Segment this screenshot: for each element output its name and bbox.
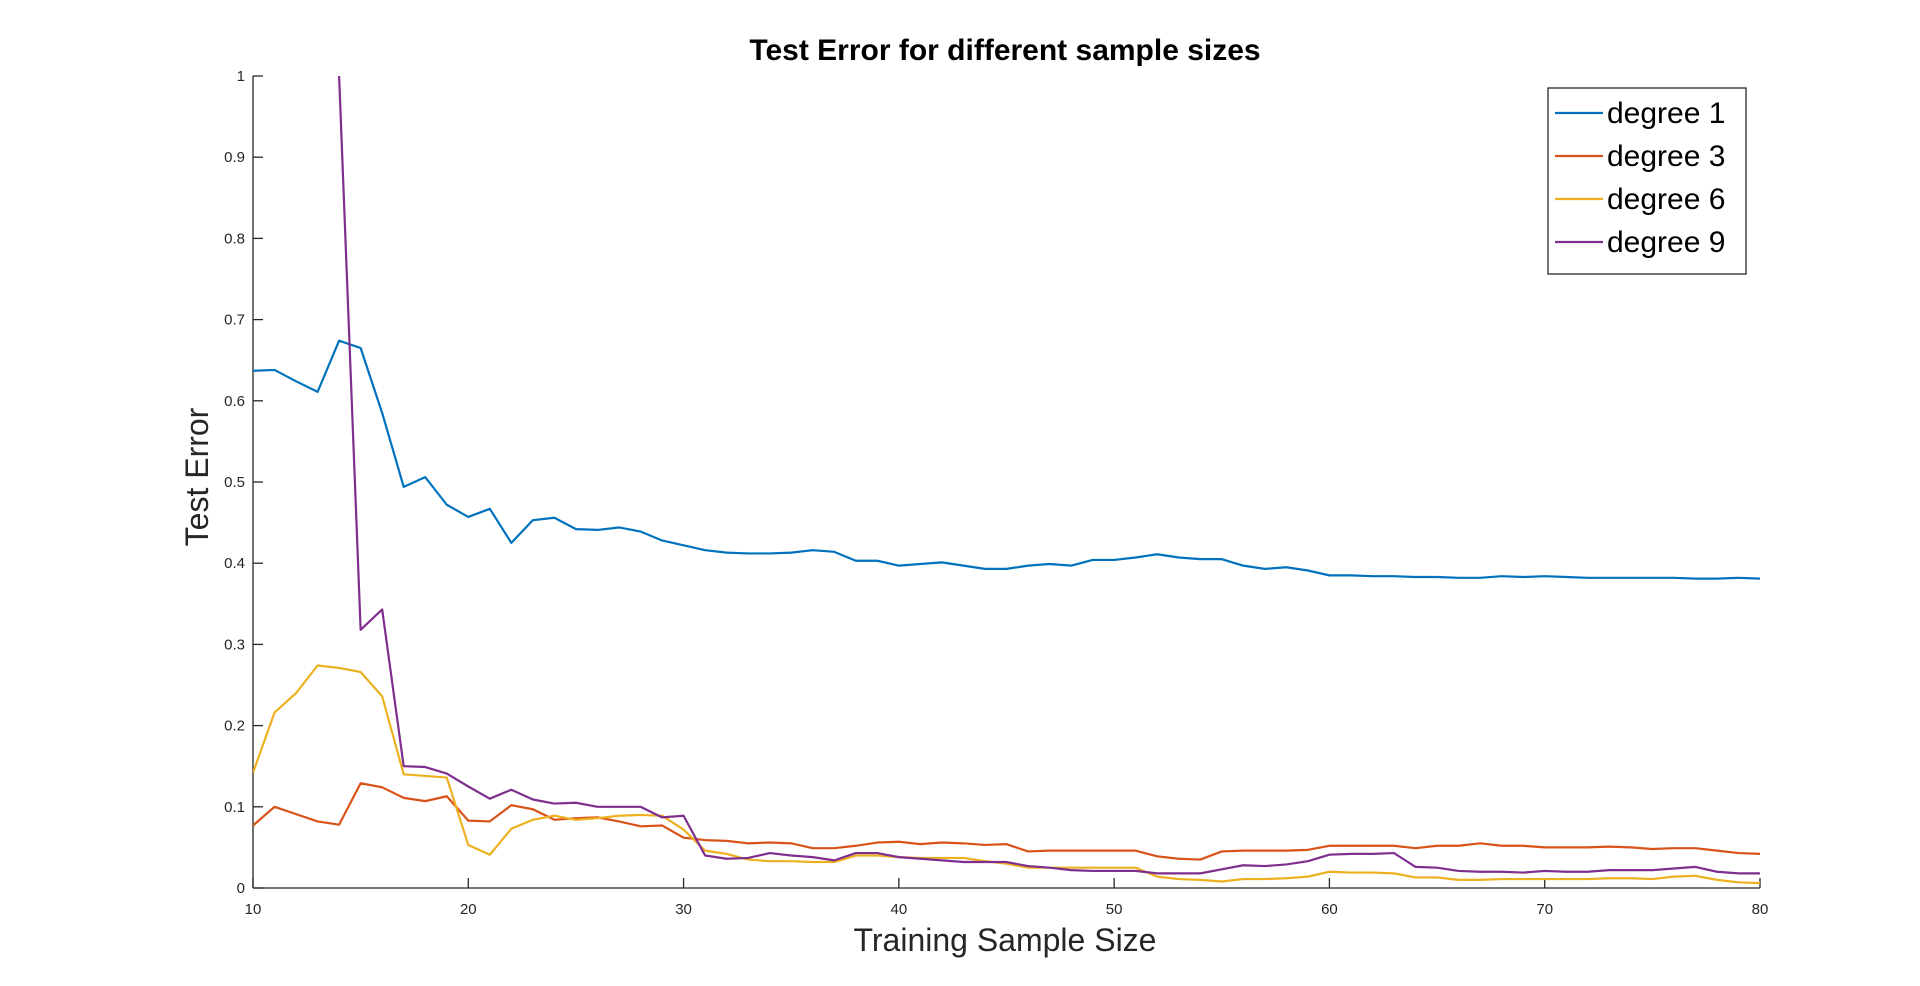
x-tick-label: 40 <box>891 901 908 918</box>
legend-box <box>1547 87 1747 275</box>
x-tick-label: 50 <box>1106 901 1123 918</box>
series-lines <box>253 76 1760 885</box>
y-tick-label: 0.8 <box>224 230 245 247</box>
y-tick-label: 0.7 <box>224 312 245 329</box>
x-tick-label: 30 <box>675 901 692 918</box>
y-tick-label: 0 <box>237 880 245 897</box>
axes: 10 20 30 40 50 60 70 80 0 0.1 0.2 0.3 0.4 0.5 0.6 0.7 0.… <box>224 68 1768 918</box>
y-tick-label: 0.6 <box>224 393 245 410</box>
y-tick-label: 0.5 <box>224 474 245 491</box>
y-tick-label: 0.4 <box>224 555 245 572</box>
legend: degree 1 degree 3 degree 6 degree 9 <box>1547 87 1747 275</box>
y-tick-label: 0.2 <box>224 718 245 735</box>
series-line-degree-6 <box>253 664 1760 885</box>
y-tick-label: 0.1 <box>224 799 245 816</box>
series-line-degree-1 <box>253 339 1760 580</box>
legend-entry-label: degree 6 <box>1607 183 1725 216</box>
x-axis-label: Training Sample Size <box>854 922 1157 958</box>
x-tick-label: 80 <box>1752 901 1769 918</box>
legend-entry-label: degree 1 <box>1607 97 1725 130</box>
y-axis-label: Test Error <box>179 407 215 546</box>
chart-title: Test Error for different sample sizes <box>749 34 1260 67</box>
x-tick-label: 20 <box>460 901 477 918</box>
series-line-degree-9 <box>338 76 1760 875</box>
x-tick-label: 70 <box>1536 901 1553 918</box>
x-tick-label: 10 <box>245 901 262 918</box>
series-line-degree-3 <box>253 782 1760 861</box>
legend-entry-label: degree 3 <box>1607 140 1725 173</box>
y-tick-label: 0.9 <box>224 149 245 166</box>
y-tick-label: 0.3 <box>224 636 245 653</box>
x-tick-label: 60 <box>1321 901 1338 918</box>
legend-entry-label: degree 9 <box>1607 226 1725 259</box>
y-tick-label: 1 <box>237 68 245 85</box>
